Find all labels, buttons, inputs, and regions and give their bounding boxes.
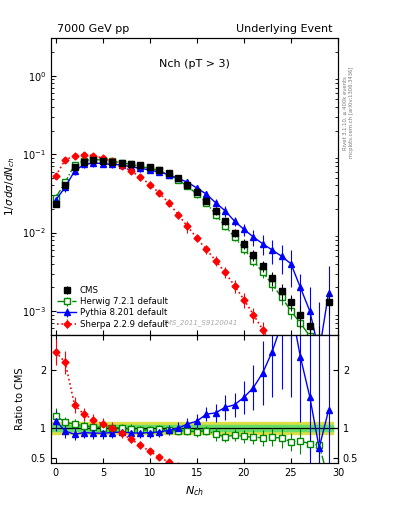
Text: CMS_2011_S9120041: CMS_2011_S9120041 bbox=[162, 319, 239, 326]
Text: Nch (pT > 3): Nch (pT > 3) bbox=[159, 59, 230, 69]
X-axis label: $N_{ch}$: $N_{ch}$ bbox=[185, 484, 204, 498]
Legend: CMS, Herwig 7.2.1 default, Pythia 8.201 default, Sherpa 2.2.9 default: CMS, Herwig 7.2.1 default, Pythia 8.201 … bbox=[55, 284, 169, 330]
Text: mcplots.cern.ch [arXiv:1306.3436]: mcplots.cern.ch [arXiv:1306.3436] bbox=[349, 67, 354, 158]
Y-axis label: $1/\sigma\,d\sigma/dN_{ch}$: $1/\sigma\,d\sigma/dN_{ch}$ bbox=[3, 157, 17, 216]
Text: Underlying Event: Underlying Event bbox=[236, 24, 332, 34]
Text: 7000 GeV pp: 7000 GeV pp bbox=[57, 24, 129, 34]
Text: Rivet 3.1.10, ≥ 400k events: Rivet 3.1.10, ≥ 400k events bbox=[343, 76, 348, 150]
Y-axis label: Ratio to CMS: Ratio to CMS bbox=[15, 368, 25, 430]
